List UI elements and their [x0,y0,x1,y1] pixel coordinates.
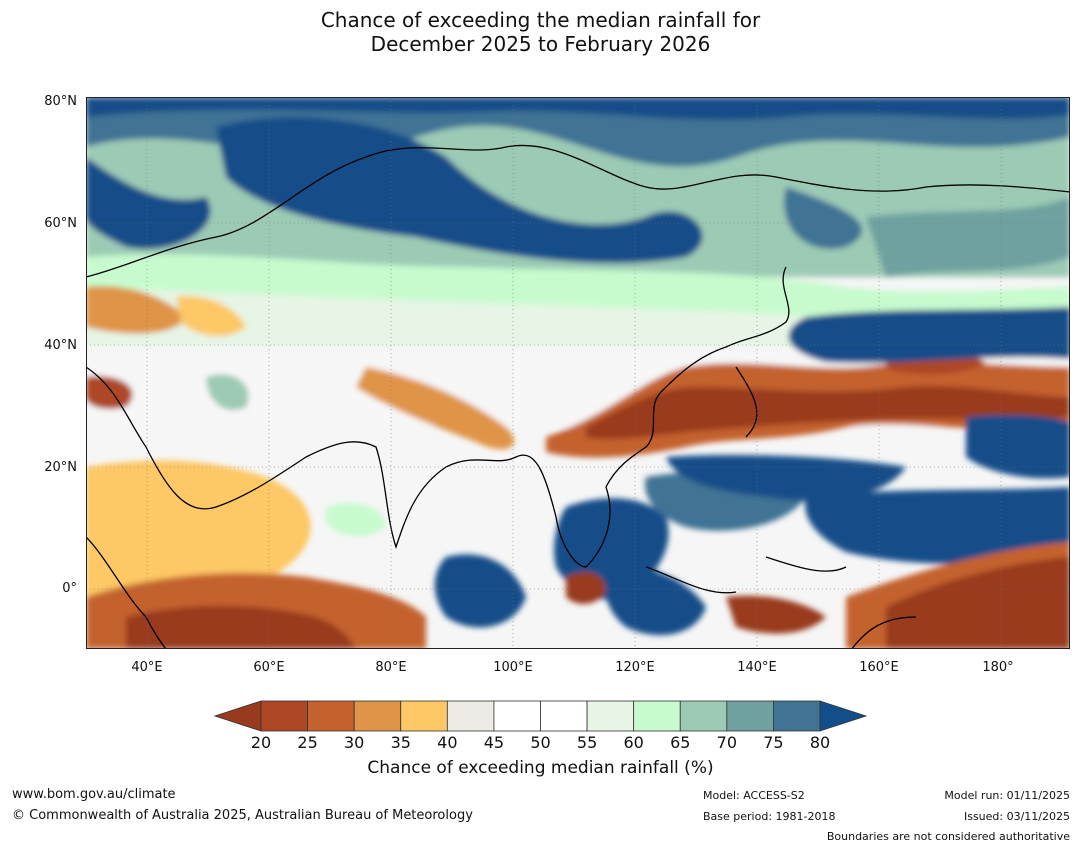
lat-label-60n: 60°N [44,216,77,231]
lon-label-120e: 120°E [615,660,655,675]
map-svg [86,97,1070,649]
colorbar-tick: 70 [716,733,737,752]
colorbar-tick: 45 [483,733,505,752]
model-name: Model: ACCESS-S2 [703,789,805,802]
colorbar-tick: 55 [576,733,598,752]
lon-label-180: 180° [982,660,1014,675]
colorbar-tick: 50 [530,733,551,752]
boundaries-disclaimer: Boundaries are not considered authoritat… [826,830,1070,843]
lat-label-40n: 40°N [44,338,77,353]
colorbar-under-arrow [214,700,262,732]
colorbar-segment [260,700,308,732]
lat-label-20n: 20°N [44,460,77,475]
colorbar-segment [540,700,588,732]
colorbar-tick: 60 [623,733,644,752]
model-run-date: Model run: 01/11/2025 [944,789,1070,802]
chart-title-line2: December 2025 to February 2026 [370,32,711,56]
colorbar-ticks: 20 25 30 35 40 45 50 55 60 65 70 75 80 [0,733,1081,753]
colorbar-segment [773,700,821,732]
lat-label-0: 0° [62,581,77,596]
colorbar-tick: 75 [763,733,784,752]
copyright-text: © Commonwealth of Australia 2025, Austra… [12,808,473,823]
coastlines [86,144,1070,649]
colorbar-segment [726,700,774,732]
lon-label-160e: 160°E [859,660,899,675]
colorbar-segment [633,700,681,732]
chart-title-line1: Chance of exceeding the median rainfall … [320,8,761,32]
colorbar-tick: 80 [809,733,831,752]
colorbar-over-arrow [819,700,868,732]
colorbar-segment [679,700,728,732]
lon-label-80e: 80°E [375,660,407,675]
graticule [86,97,1070,649]
colorbar-tick: 25 [297,733,318,752]
lat-label-80n: 80°N [44,94,77,109]
colorbar-segment [446,700,495,732]
colorbar-tick: 30 [343,733,365,752]
website-link[interactable]: www.bom.gov.au/climate [12,787,176,802]
colorbar-segments [260,700,821,732]
base-period: Base period: 1981-2018 [703,810,836,823]
colorbar-segment [586,700,635,732]
rainfall-map[interactable] [86,97,1070,649]
colorbar-tick: 65 [670,733,691,752]
probability-field [86,97,1070,649]
colorbar-label: Chance of exceeding median rainfall (%) [367,758,714,778]
colorbar-tick: 20 [250,733,272,752]
chart-title: Chance of exceeding the median rainfall … [0,8,1081,56]
lon-label-100e: 100°E [493,660,533,675]
colorbar-tick: 35 [390,733,411,752]
colorbar [214,700,868,732]
colorbar-segment [353,700,402,732]
colorbar-segment [307,700,355,732]
lon-label-60e: 60°E [253,660,285,675]
issued-date: Issued: 03/11/2025 [963,810,1070,823]
colorbar-tick: 40 [437,733,458,752]
colorbar-segment [493,700,541,732]
lon-label-40e: 40°E [131,660,163,675]
lon-label-140e: 140°E [737,660,777,675]
colorbar-segment [400,700,448,732]
